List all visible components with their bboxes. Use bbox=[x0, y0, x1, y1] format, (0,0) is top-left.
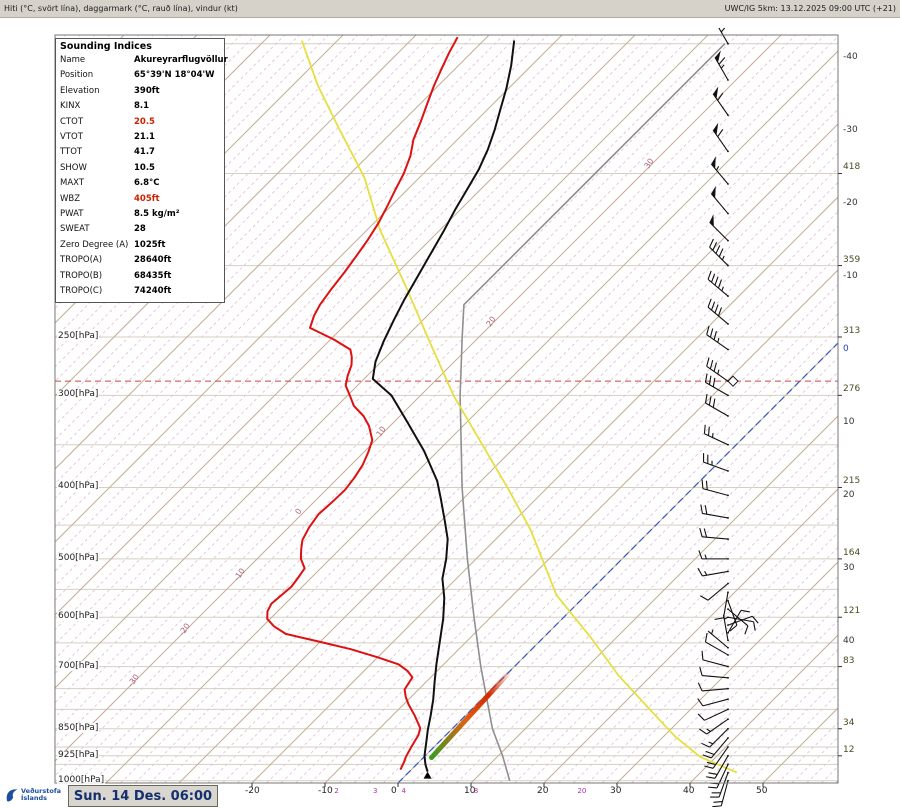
zero-isotherm bbox=[397, 342, 838, 783]
indices-row: Elevation 390ft bbox=[56, 84, 224, 99]
index-value: 21.1 bbox=[134, 132, 155, 143]
index-label: MAXT bbox=[60, 178, 85, 189]
reference-curve bbox=[300, 40, 738, 774]
indices-row: MAXT 6.8°C bbox=[56, 176, 224, 191]
index-value: 8.5 kg/m² bbox=[134, 209, 180, 220]
index-label: TROPO(C) bbox=[60, 286, 103, 297]
index-value: Akureyrarflugvöllur bbox=[134, 55, 228, 65]
plot-border bbox=[54, 34, 839, 784]
indices-rows: Name Akureyrarflugvöllur Position 65°39'N 1… bbox=[56, 53, 228, 300]
model-run-text: UWC/IG 5km: 13.12.2025 09:00 UTC (+21) bbox=[724, 4, 896, 13]
index-value: 390ft bbox=[134, 85, 160, 96]
index-value: 1025ft bbox=[134, 239, 166, 250]
indices-row: Position 65°39'N 18°04'W bbox=[56, 68, 224, 83]
index-value: 74240ft bbox=[134, 286, 172, 297]
indices-row: Zero Degree (A) 1025ft bbox=[56, 238, 224, 253]
time-indicator-label: Sun. 14 Des. 06:00 bbox=[73, 788, 213, 804]
indices-row: SHOW 10.5 bbox=[56, 161, 224, 176]
sounding-indices-panel: Sounding Indices Name Akureyrarflugvöllur… bbox=[55, 38, 228, 303]
indices-row: WBZ 405ft bbox=[56, 192, 224, 207]
indices-row: TROPO(C) 74240ft bbox=[56, 284, 224, 299]
time-indicator[interactable]: Sun. 14 Des. 06:00 bbox=[68, 785, 218, 807]
indices-row: PWAT 8.5 kg/m² bbox=[56, 207, 224, 222]
index-label: KINX bbox=[60, 101, 81, 112]
index-value: 6.8°C bbox=[134, 178, 160, 189]
profile-curves bbox=[266, 36, 738, 782]
top-header-bar: Hiti (°C, svört lína), daggarmark (°C, r… bbox=[0, 0, 900, 18]
index-label: Name bbox=[60, 55, 86, 65]
index-value: 28640ft bbox=[134, 255, 172, 266]
index-value: 8.1 bbox=[134, 101, 150, 112]
wind-barbs-group bbox=[697, 28, 759, 807]
vedurstofa-brand-text: Veðurstofa Íslands bbox=[21, 786, 62, 802]
dewpoint-curve bbox=[266, 36, 459, 771]
index-label: SHOW bbox=[60, 162, 87, 173]
isa-curve bbox=[459, 43, 726, 782]
vedurstofa-logo bbox=[6, 789, 18, 802]
indices-row: KINX 8.1 bbox=[56, 99, 224, 114]
indices-row: Name Akureyrarflugvöllur bbox=[56, 53, 228, 68]
index-value: 68435ft bbox=[134, 270, 172, 281]
indices-row: SWEAT 28 bbox=[56, 222, 224, 237]
index-value: 10.5 bbox=[134, 162, 155, 173]
indices-row: CTOT 20.5 bbox=[56, 115, 224, 130]
plot-grid bbox=[55, 35, 838, 783]
indices-row: TROPO(A) 28640ft bbox=[56, 253, 224, 268]
index-label: WBZ bbox=[60, 193, 81, 204]
index-value: 65°39'N 18°04'W bbox=[134, 70, 215, 81]
vedurstofa-brand: Veðurstofa Íslands bbox=[4, 786, 61, 803]
indices-title: Sounding Indices bbox=[60, 41, 152, 52]
index-label: Position bbox=[60, 70, 94, 81]
index-label: TROPO(B) bbox=[60, 270, 103, 281]
indices-row: TROPO(B) 68435ft bbox=[56, 269, 224, 284]
index-label: Elevation bbox=[60, 85, 100, 96]
index-value: 41.7 bbox=[134, 147, 155, 158]
surface-marker bbox=[423, 771, 432, 779]
index-label: VTOT bbox=[60, 132, 83, 143]
index-label: CTOT bbox=[60, 116, 84, 127]
index-value: 405ft bbox=[134, 193, 160, 204]
highlight-segment bbox=[429, 671, 511, 761]
legend-text: Hiti (°C, svört lína), daggarmark (°C, r… bbox=[4, 4, 238, 13]
indices-row: VTOT 21.1 bbox=[56, 130, 224, 145]
index-label: TTOT bbox=[60, 147, 83, 158]
index-value: 20.5 bbox=[134, 116, 155, 127]
index-label: TROPO(A) bbox=[60, 255, 103, 266]
indices-row: TTOT 41.7 bbox=[56, 145, 224, 160]
temperature-curve bbox=[371, 40, 516, 772]
index-label: SWEAT bbox=[60, 224, 90, 235]
index-label: Zero Degree (A) bbox=[60, 239, 129, 250]
index-label: PWAT bbox=[60, 209, 84, 220]
tropopause-marker bbox=[727, 375, 739, 387]
index-value: 28 bbox=[134, 224, 146, 235]
